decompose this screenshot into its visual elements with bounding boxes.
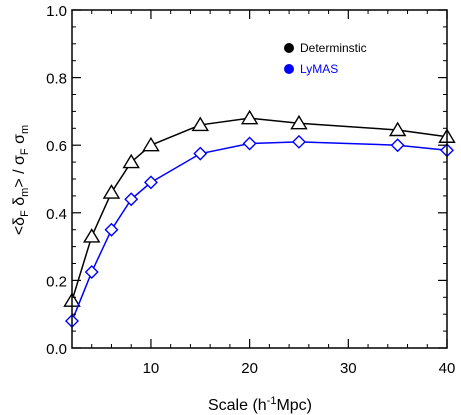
y-tick-label: 0.8 — [46, 71, 67, 88]
plot-layer — [63, 109, 456, 328]
data-point-lymas — [84, 264, 99, 279]
x-tick-label: 20 — [241, 360, 258, 377]
legend-label-lymas: LyMAS — [300, 62, 338, 76]
data-point-determinstic — [240, 109, 259, 125]
data-point-lymas — [104, 222, 119, 237]
data-point-lymas — [291, 134, 306, 149]
data-point-determinstic — [191, 116, 210, 132]
data-point-determinstic — [102, 184, 121, 199]
data-point-determinstic — [142, 136, 160, 152]
data-point-determinstic — [83, 228, 101, 243]
data-point-lymas — [193, 146, 208, 161]
data-point-determinstic — [290, 114, 308, 130]
data-point-lymas — [124, 192, 139, 207]
data-point-lymas — [390, 138, 405, 153]
y-tick-label: 0.2 — [46, 273, 67, 290]
y-tick-label: 0.0 — [46, 341, 67, 358]
x-axis-title: Scale (h-1Mpc) — [208, 395, 312, 414]
plot-frame — [71, 9, 448, 349]
legend: Determinstic LyMAS — [284, 41, 367, 76]
legend-marker-determinstic — [284, 43, 294, 53]
x-tick-label: 30 — [340, 360, 357, 377]
data-point-lymas — [143, 175, 158, 190]
legend-label-determinstic: Determinstic — [300, 41, 367, 55]
series-line-determinstic — [71, 117, 448, 301]
legend-marker-lymas — [284, 64, 294, 74]
data-point-lymas — [242, 136, 257, 151]
x-tick-label: 10 — [143, 360, 160, 377]
data-point-determinstic — [122, 153, 140, 169]
data-point-determinstic — [388, 121, 407, 137]
y-tick-label: 1.0 — [46, 3, 67, 20]
series-line-lymas — [71, 141, 448, 322]
y-tick-label: 0.6 — [46, 138, 67, 155]
y-tick-label: 0.4 — [46, 206, 67, 223]
x-tick-label: 40 — [439, 360, 456, 377]
y-axis-title: <δF δm> / σF σm — [11, 125, 31, 235]
ticks-layer: 10 20 30 40 0.0 0.2 0.4 0.6 0.8 1.0 — [46, 3, 455, 377]
